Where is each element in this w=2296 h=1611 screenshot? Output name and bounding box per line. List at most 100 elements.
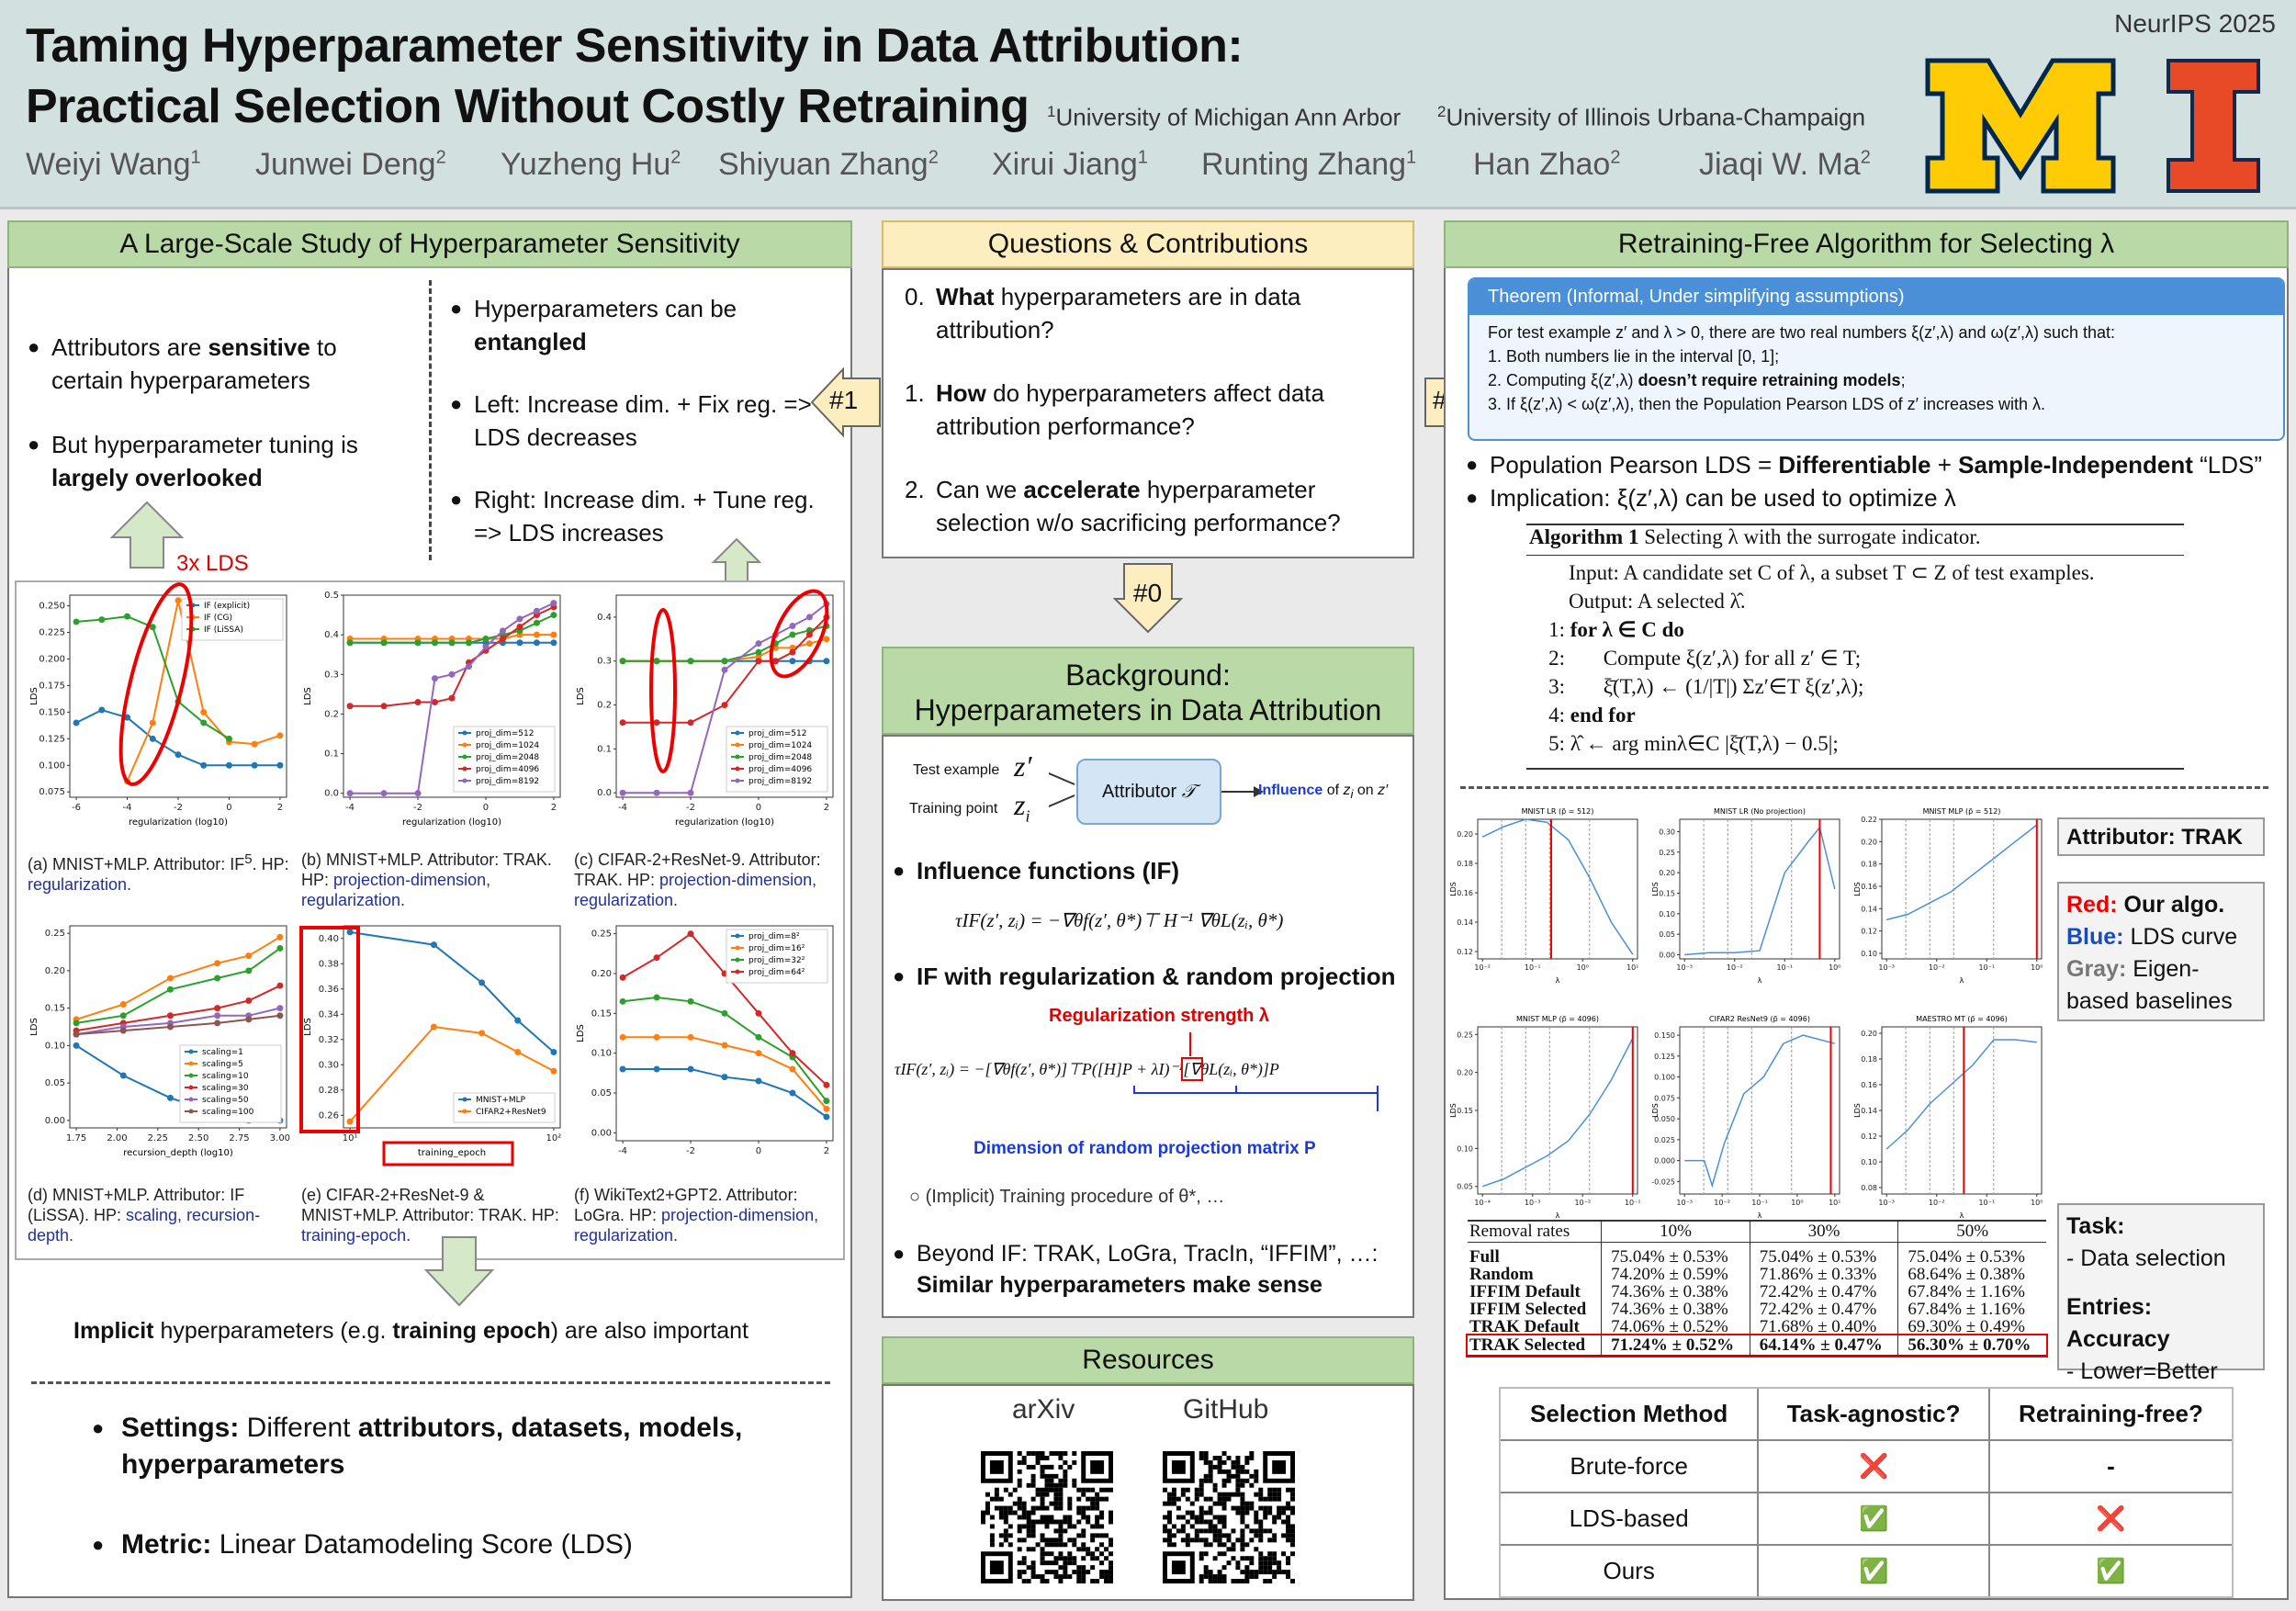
qr-module [1263, 1560, 1268, 1566]
x-tick-label: 10⁻² [1727, 963, 1743, 972]
attributor-box: Attributor 𝒯 [1076, 759, 1221, 825]
data-point [550, 1067, 557, 1075]
qr-module [1235, 1538, 1241, 1543]
qr-module [1226, 1496, 1232, 1502]
qr-module [1058, 1528, 1064, 1534]
table-row: IFFIM Default 74.36% ± 0.38% 72.42% ± 0.47… [1468, 1281, 2025, 1301]
qr-module [1026, 1528, 1031, 1534]
qr-module [1235, 1455, 1241, 1460]
github-link[interactable]: GitHub [1183, 1394, 1269, 1425]
qr-module [1267, 1492, 1273, 1497]
x-tick-label: -4 [123, 803, 132, 813]
legend-label: CIFAR2+ResNet9 [476, 1108, 546, 1117]
data-point [721, 1042, 728, 1049]
x-tick-label: 3.00 [270, 1133, 290, 1143]
y-tick-label: 0.3 [597, 657, 612, 667]
data-point [755, 1077, 762, 1085]
legend-marker [735, 957, 740, 963]
qr-module [1040, 1501, 1045, 1506]
qr-module [1090, 1487, 1096, 1493]
data-point [823, 1098, 830, 1105]
qr-module [1199, 1451, 1204, 1456]
qr-module [1217, 1542, 1222, 1548]
qr-module [1272, 1574, 1277, 1580]
y-tick-label: 0.14 [1861, 1107, 1877, 1115]
qr-module [1249, 1451, 1255, 1456]
qr-module [1221, 1505, 1227, 1511]
qr-module [1199, 1455, 1204, 1460]
qr-module [1099, 1515, 1105, 1520]
data-point [619, 719, 626, 727]
data-point [789, 1065, 796, 1073]
qr-module [1030, 1528, 1036, 1534]
data-point [755, 1050, 762, 1057]
qr-module [1017, 1574, 1022, 1580]
qr-module [1212, 1556, 1218, 1561]
qr-module [1081, 1542, 1086, 1548]
qr-module [1044, 1515, 1050, 1520]
data-point [251, 761, 258, 769]
right-bullet-2: ● Implication: ξ(z′,λ) can be used to opt… [1466, 484, 1956, 512]
qr-module [1277, 1515, 1282, 1520]
qr-module [1017, 1515, 1022, 1520]
qr-module [1244, 1501, 1250, 1506]
qr-module [1226, 1455, 1232, 1460]
table-row: LDS-based ✅ ❌ [1501, 1493, 2232, 1546]
y-tick-label: 0.05 [1659, 930, 1675, 939]
legend-marker [188, 1061, 194, 1066]
data-point [482, 643, 490, 650]
y-tick-label: 0.150 [39, 707, 65, 717]
qr-module [1226, 1492, 1232, 1497]
legend-marker [735, 730, 740, 736]
data-point [276, 982, 284, 989]
qr-module [1217, 1533, 1222, 1538]
github-qr-code[interactable] [1163, 1451, 1295, 1583]
arxiv-qr-code[interactable] [981, 1451, 1113, 1583]
qr-module [1109, 1487, 1113, 1493]
qr-module [1076, 1505, 1082, 1511]
qr-module [1194, 1515, 1199, 1520]
qr-module [1063, 1565, 1068, 1571]
qr-module [1003, 1515, 1008, 1520]
qr-module [1040, 1455, 1045, 1460]
qr-module [1058, 1551, 1064, 1557]
data-point [533, 619, 540, 626]
qr-module [1235, 1469, 1241, 1474]
arxiv-link[interactable]: arXiv [1012, 1394, 1075, 1425]
data-point [721, 1074, 728, 1081]
qr-module [1067, 1556, 1073, 1561]
data-point [214, 1005, 221, 1012]
legend-label: scaling=1 [202, 1048, 243, 1057]
qr-module [1040, 1515, 1045, 1520]
qr-module [1012, 1487, 1018, 1493]
qr-module [1072, 1482, 1077, 1488]
qr-module [1203, 1496, 1209, 1502]
qr-module [1185, 1542, 1190, 1548]
y-tick-label: 0.18 [1861, 861, 1877, 869]
qr-module [1277, 1565, 1282, 1571]
plot-frame [1477, 818, 1638, 960]
qr-module [1286, 1570, 1291, 1575]
divider [429, 280, 432, 560]
qr-module [1240, 1579, 1245, 1583]
qr-module [1226, 1538, 1232, 1543]
bullet-left: ● Left: Increase dim. + Fix reg. => LDS d… [450, 390, 812, 451]
data-point [346, 1118, 354, 1125]
data-point [214, 1012, 221, 1020]
plot-frame [1679, 818, 1840, 960]
data-point [200, 719, 208, 727]
diagram-train-label: Training point [909, 801, 998, 817]
qr-module [1007, 1510, 1013, 1515]
algo-title: Algorithm 1 Selecting λ with the surroga… [1529, 525, 1981, 548]
qr-module [1109, 1560, 1113, 1566]
qr-module [1221, 1542, 1227, 1548]
y-tick-label: 0.00 [1659, 952, 1675, 960]
qr-module [1040, 1560, 1045, 1566]
legend-marker [190, 614, 196, 620]
qr-module [1263, 1496, 1268, 1502]
qr-module [1049, 1542, 1054, 1548]
data-point [73, 1020, 80, 1027]
qr-module [1076, 1496, 1082, 1502]
qr-module [1053, 1473, 1059, 1479]
qr-module [1185, 1496, 1190, 1502]
